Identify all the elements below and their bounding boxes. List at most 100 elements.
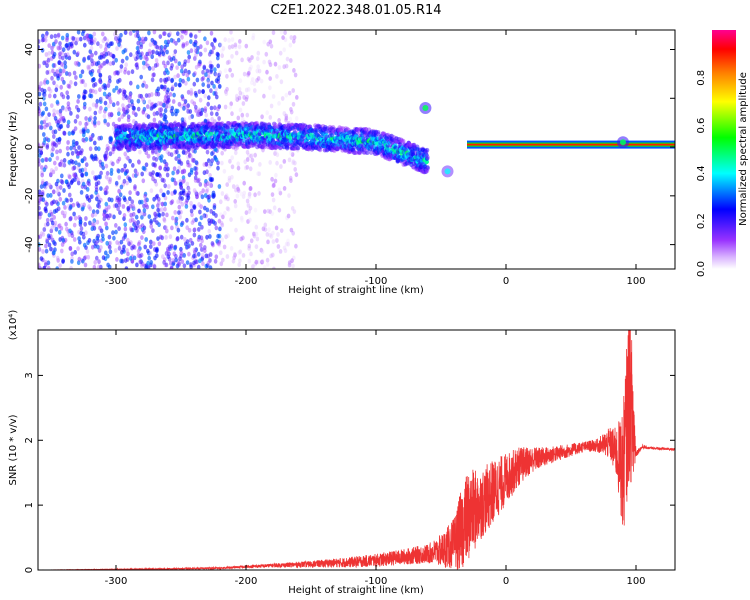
spectrogram-cell: [53, 160, 57, 166]
spectrogram-cell: [208, 258, 212, 263]
spectrogram-cell: [104, 163, 109, 169]
spectrogram-cell: [117, 175, 122, 180]
spectrogram-cell: [139, 259, 143, 264]
spectrogram-cell: [162, 178, 166, 184]
spectrogram-cell: [135, 262, 139, 268]
spectrogram-cell: [106, 176, 111, 182]
spectrogram-cell: [210, 49, 214, 55]
spectrogram-cell: [48, 88, 53, 94]
spectrogram-cell: [163, 166, 167, 172]
spectrogram-cell: [205, 263, 210, 268]
spectrogram-cell: [76, 165, 80, 171]
spectrogram-cell: [61, 55, 65, 61]
spectrogram-cell: [137, 160, 141, 166]
spectrogram-cell: [196, 237, 201, 242]
spectrogram-cell: [182, 178, 186, 184]
spectrogram-cell: [118, 202, 122, 208]
spectrogram-cell: [82, 58, 86, 63]
spectrogram-cell: [267, 59, 272, 65]
spectrogram-cell: [65, 145, 70, 151]
spectrogram-cell: [192, 72, 196, 78]
spectrogram-cell: [252, 81, 257, 87]
spectrogram-cell: [292, 38, 296, 44]
spectrogram-cell: [50, 225, 54, 231]
spectrogram-cell: [214, 225, 219, 231]
spectrogram-cell: [102, 113, 107, 119]
spectrogram-cell: [52, 240, 56, 245]
spectrogram-cell: [177, 204, 182, 210]
spectrogram-cell: [56, 32, 61, 38]
spectrogram-cell: [170, 105, 175, 111]
spectrogram-cell: [121, 247, 125, 253]
spectrogram-cell: [60, 210, 65, 216]
spectrogram-cell: [169, 65, 174, 71]
spectrogram-cell: [208, 183, 213, 188]
spectrogram-cell: [105, 59, 109, 64]
spectrogram-cell: [274, 225, 279, 231]
spectrogram-cell: [177, 158, 182, 163]
spectrogram-cell: [153, 247, 157, 252]
spectrogram-cell: [127, 241, 131, 247]
spectrogram-cell: [203, 245, 207, 250]
spectrogram-cell: [132, 146, 137, 152]
spectrogram-cell: [253, 207, 258, 213]
spectrogram-cell: [171, 261, 175, 267]
spectrogram-cell: [75, 201, 80, 207]
spectrogram-cell: [68, 192, 72, 198]
spectrogram-cell: [116, 198, 121, 203]
spectrogram-cell: [152, 103, 157, 109]
spectrogram-cell: [154, 195, 159, 200]
spectrogram-cell: [186, 50, 191, 55]
spectrogram-cell: [158, 34, 163, 39]
spectrogram-cell: [257, 191, 261, 196]
spectrogram-cell: [38, 124, 42, 130]
spectrogram-cell: [44, 33, 48, 39]
spectrogram-cell: [142, 208, 147, 213]
spectrogram-cell: [256, 171, 260, 177]
spectrogram-cell: [93, 82, 98, 87]
spectrogram-cell: [101, 255, 106, 261]
spectrogram-cell: [39, 231, 44, 237]
spectrogram-cell: [234, 187, 238, 193]
spectrogram-cell: [293, 72, 298, 78]
spectrogram-cell: [117, 111, 121, 117]
spectrogram-cell: [248, 217, 252, 223]
spectrogram-cell: [168, 234, 173, 240]
spectrogram-cell: [178, 214, 182, 220]
spectrogram-cell: [185, 217, 189, 223]
spectrogram-cell: [284, 92, 289, 98]
spectrogram-cell: [122, 89, 126, 95]
spectrogram-cell: [272, 205, 277, 211]
spectrogram-cell: [242, 71, 247, 77]
spectrogram-cell: [195, 194, 200, 200]
spectrogram-cell: [134, 173, 138, 178]
spectrogram-cell: [162, 146, 167, 152]
spectrogram-cell: [137, 208, 141, 214]
spectrogram-cell: [177, 61, 182, 66]
spectrogram-cell: [225, 206, 230, 211]
spectrogram-cell: [82, 95, 86, 101]
spectrogram-cell: [152, 111, 157, 117]
spectrogram-cell: [38, 214, 42, 220]
spectrogram-cell: [192, 227, 197, 233]
spectrogram-cell: [102, 212, 106, 217]
spectrogram-cell: [151, 204, 155, 210]
spectrogram-cell: [283, 248, 288, 254]
spectrogram-cell: [116, 79, 120, 84]
spectrogram-cell: [62, 162, 67, 168]
spectrogram-cell: [121, 204, 126, 209]
spectrogram-cell: [255, 236, 260, 242]
spectrogram-cell: [57, 162, 62, 168]
spectrogram-cell: [129, 80, 133, 86]
spectrogram-cell: [100, 161, 105, 167]
spectrogram-cell: [86, 64, 90, 70]
spectrogram-cell: [178, 195, 182, 201]
spectrogram-cell: [206, 260, 211, 266]
spectrogram-cell: [182, 263, 187, 269]
spectrogram-cell: [76, 107, 81, 113]
spectrogram-cell: [181, 175, 186, 181]
spectrogram-cell: [38, 266, 42, 269]
spectrogram-cell: [157, 222, 161, 228]
spectrogram-cell: [175, 65, 179, 70]
spectrogram-cell: [289, 178, 293, 184]
